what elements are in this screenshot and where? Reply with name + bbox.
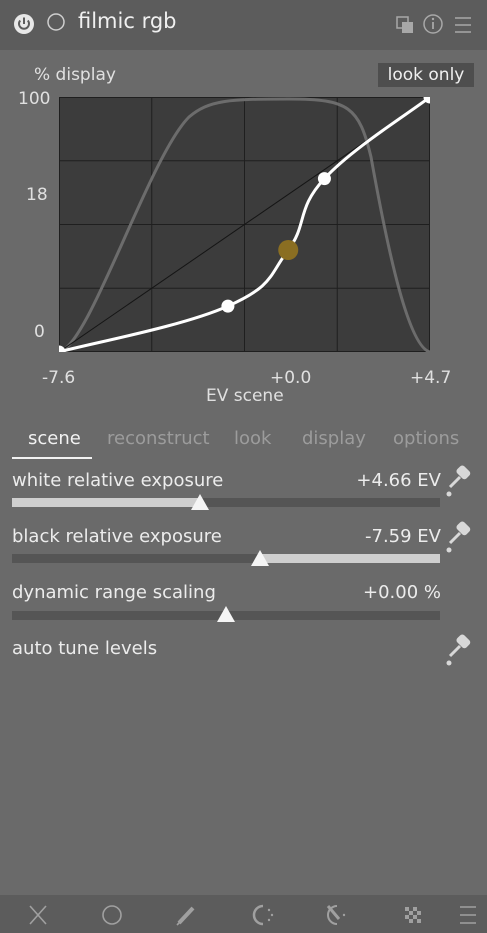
tab-reconstruct[interactable]: reconstruct [107, 428, 210, 449]
slider-track[interactable] [12, 554, 440, 563]
drawn-mask-icon[interactable] [174, 903, 200, 927]
uniform-blend-icon[interactable] [99, 903, 125, 927]
filmic-curve-plot[interactable] [59, 97, 430, 352]
slider-fill [12, 498, 201, 507]
view-mode-button[interactable]: look only [378, 63, 474, 87]
raster-mask-icon[interactable] [400, 903, 426, 927]
tab-scene[interactable]: scene [28, 428, 81, 449]
blend-off-icon[interactable] [25, 903, 51, 927]
circle-icon[interactable] [46, 12, 66, 32]
slider-label: white relative exposure [12, 470, 224, 491]
slider-value[interactable]: +0.00 % [363, 582, 441, 603]
color-picker-icon[interactable] [444, 519, 474, 553]
white-exposure-slider[interactable]: white relative exposure +4.66 EV [0, 470, 487, 520]
curve-node [59, 345, 66, 352]
tab-look[interactable]: look [234, 428, 272, 449]
curve-node [317, 172, 331, 186]
slider-thumb[interactable] [251, 550, 270, 566]
y-axis-label: % display [34, 65, 116, 85]
color-picker-icon[interactable] [444, 463, 474, 497]
slider-label: dynamic range scaling [12, 582, 216, 603]
presets-menu-icon[interactable] [455, 903, 481, 927]
contrast-curve [59, 97, 430, 352]
parametric-mask-icon[interactable] [250, 903, 276, 927]
slider-thumb[interactable] [217, 606, 235, 622]
slider-track[interactable] [12, 498, 440, 507]
drawn-parametric-mask-icon[interactable] [324, 903, 350, 927]
filmic-graph[interactable]: % display [0, 50, 487, 410]
plot-frame [59, 97, 430, 352]
menu-icon[interactable] [452, 14, 474, 36]
power-icon[interactable] [12, 12, 36, 36]
x-axis-label: EV scene [206, 386, 284, 406]
auto-tune-picker-icon[interactable] [444, 632, 474, 666]
blend-mask-bar [0, 895, 487, 933]
slider-thumb[interactable] [191, 494, 210, 510]
slider-value[interactable]: -7.59 EV [365, 526, 441, 547]
x-tick-label: +0.0 [270, 368, 312, 388]
module-header: filmic rgb [0, 0, 487, 50]
y-tick-label: 100 [18, 89, 51, 109]
y-tick-label: 0 [34, 322, 45, 342]
multi-instance-icon[interactable] [394, 14, 416, 36]
auto-tune-label: auto tune levels [12, 638, 158, 659]
tab-options[interactable]: options [393, 428, 460, 449]
tab-display[interactable]: display [302, 428, 366, 449]
dynamic-range-slider[interactable]: dynamic range scaling +0.00 % [0, 582, 487, 632]
grey-point-node [278, 240, 299, 260]
slider-fill [260, 554, 440, 563]
x-tick-label: +4.7 [410, 368, 452, 388]
tab-bar: scene reconstruct look display options [0, 424, 487, 459]
module-title: filmic rgb [78, 9, 177, 33]
x-tick-label: -7.6 [42, 368, 76, 388]
curve-node [221, 299, 235, 313]
y-tick-label: 18 [26, 185, 48, 205]
active-tab-indicator [12, 457, 92, 459]
slider-value[interactable]: +4.66 EV [356, 470, 441, 491]
curve-node [423, 97, 430, 104]
black-exposure-slider[interactable]: black relative exposure -7.59 EV [0, 526, 487, 576]
slider-label: black relative exposure [12, 526, 222, 547]
info-icon[interactable] [422, 13, 444, 35]
